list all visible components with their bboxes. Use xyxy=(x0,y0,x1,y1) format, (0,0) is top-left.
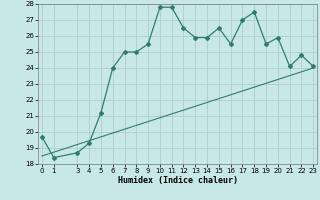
X-axis label: Humidex (Indice chaleur): Humidex (Indice chaleur) xyxy=(118,176,238,185)
